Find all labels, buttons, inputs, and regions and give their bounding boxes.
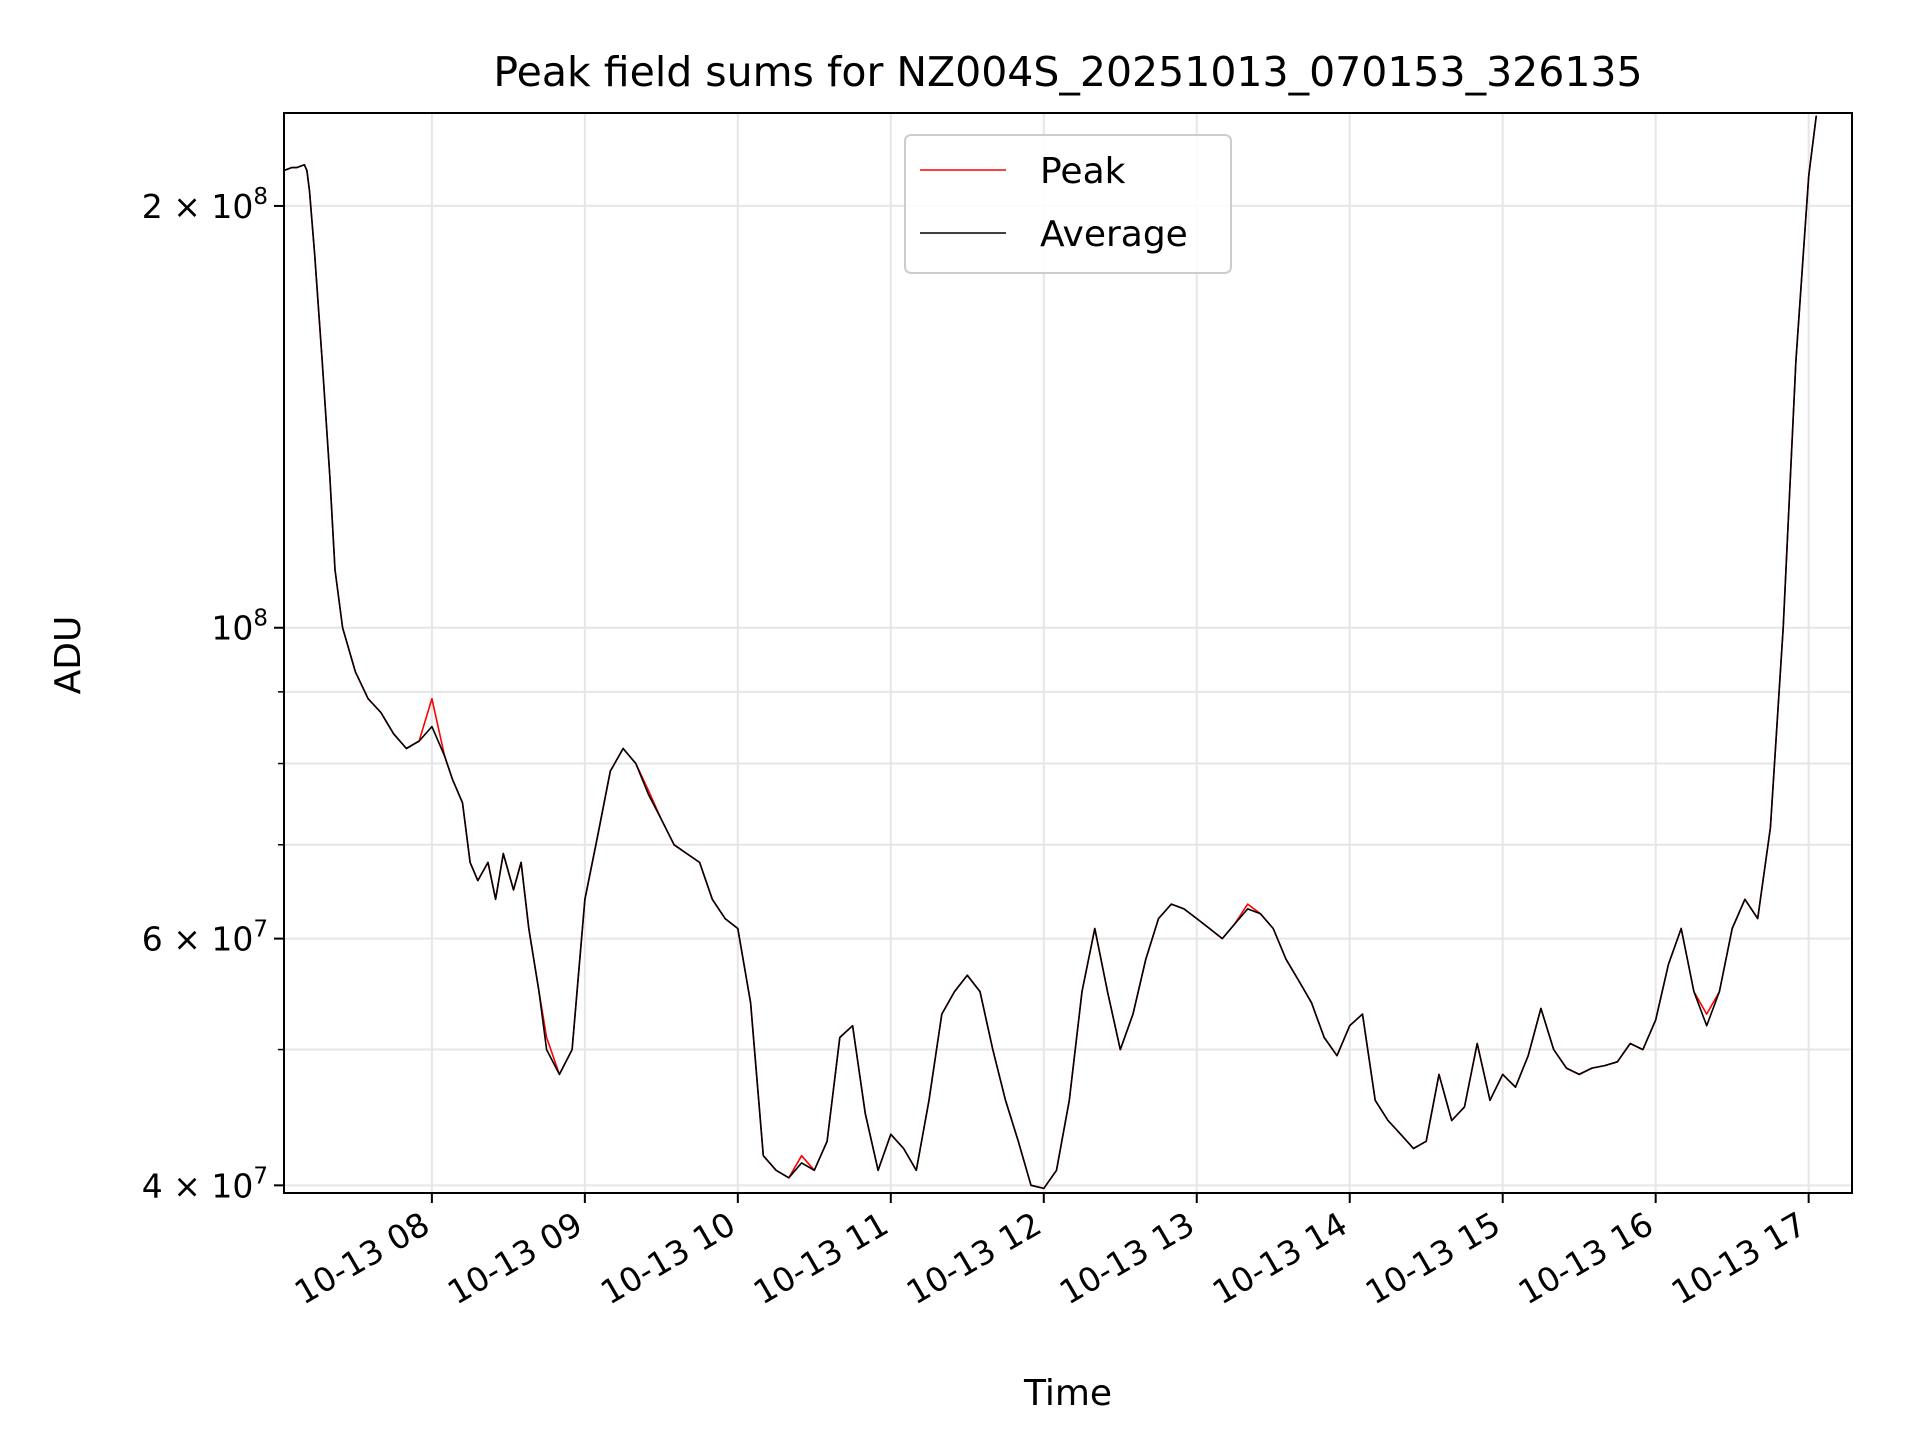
plot-area — [284, 113, 1852, 1193]
legend: Peak Average — [904, 134, 1232, 274]
chart-title: Peak field sums for NZ004S_20251013_0701… — [493, 48, 1642, 96]
y-tick-label: 108 — [211, 606, 268, 648]
legend-label-peak: Peak — [1040, 151, 1126, 192]
series-group — [283, 115, 1818, 1190]
grid — [284, 113, 1852, 1193]
plot-frame — [283, 112, 1853, 1194]
y-axis-label: ADU — [48, 616, 89, 695]
y-tick-label: 6 × 107 — [142, 917, 268, 959]
y-tick-label: 2 × 108 — [142, 184, 268, 226]
y-tick-label: 4 × 107 — [142, 1163, 268, 1205]
series-line-average — [283, 115, 1818, 1190]
legend-label-average: Average — [1040, 214, 1188, 255]
x-axis-label: Time — [1023, 1373, 1112, 1414]
y-axis: 4 × 107 6 × 107 108 2 × 108 — [142, 184, 284, 1205]
